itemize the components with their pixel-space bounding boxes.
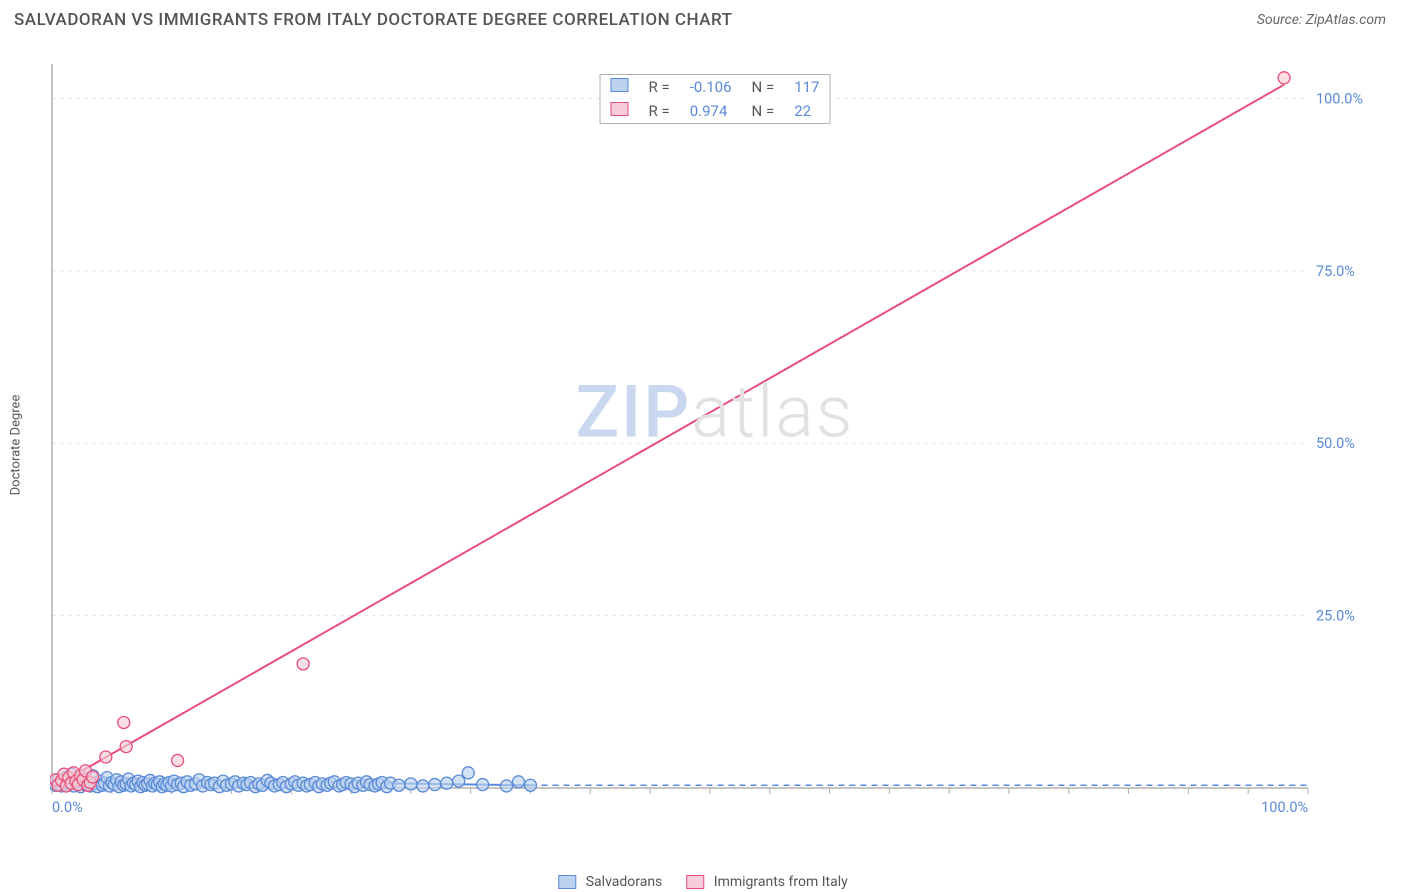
y-axis-label: Doctorate Degree: [9, 395, 24, 496]
svg-text:25.0%: 25.0%: [1316, 608, 1355, 625]
chart-container: Doctorate Degree 25.0%50.0%75.0%100.0%0.…: [44, 50, 1384, 840]
legend-swatch-icon: [558, 875, 576, 889]
bottom-legend: Salvadorans Immigrants from Italy: [558, 874, 848, 890]
plot-area: 25.0%50.0%75.0%100.0%0.0%100.0% ZIPatlas…: [50, 62, 1380, 822]
legend-label: Immigrants from Italy: [714, 874, 848, 890]
chart-title: SALVADORAN VS IMMIGRANTS FROM ITALY DOCT…: [14, 10, 733, 30]
svg-text:100.0%: 100.0%: [1316, 90, 1363, 107]
svg-text:50.0%: 50.0%: [1316, 435, 1355, 452]
legend-item-salvadorans: Salvadorans: [558, 874, 662, 890]
svg-text:75.0%: 75.0%: [1316, 263, 1355, 280]
chart-source: Source: ZipAtlas.com: [1257, 12, 1386, 28]
svg-text:100.0%: 100.0%: [1261, 799, 1308, 816]
legend-item-italy: Immigrants from Italy: [686, 874, 847, 890]
svg-text:0.0%: 0.0%: [52, 799, 83, 816]
chart-header: SALVADORAN VS IMMIGRANTS FROM ITALY DOCT…: [0, 0, 1406, 40]
chart-svg: 25.0% 50.0% 75.0% 100.0% 0.0% 100.0%: [50, 62, 1380, 822]
legend-label: Salvadorans: [586, 874, 663, 890]
legend-swatch-icon: [686, 875, 704, 889]
stats-legend: R =-0.106N =117R =0.974N =22: [600, 74, 831, 124]
